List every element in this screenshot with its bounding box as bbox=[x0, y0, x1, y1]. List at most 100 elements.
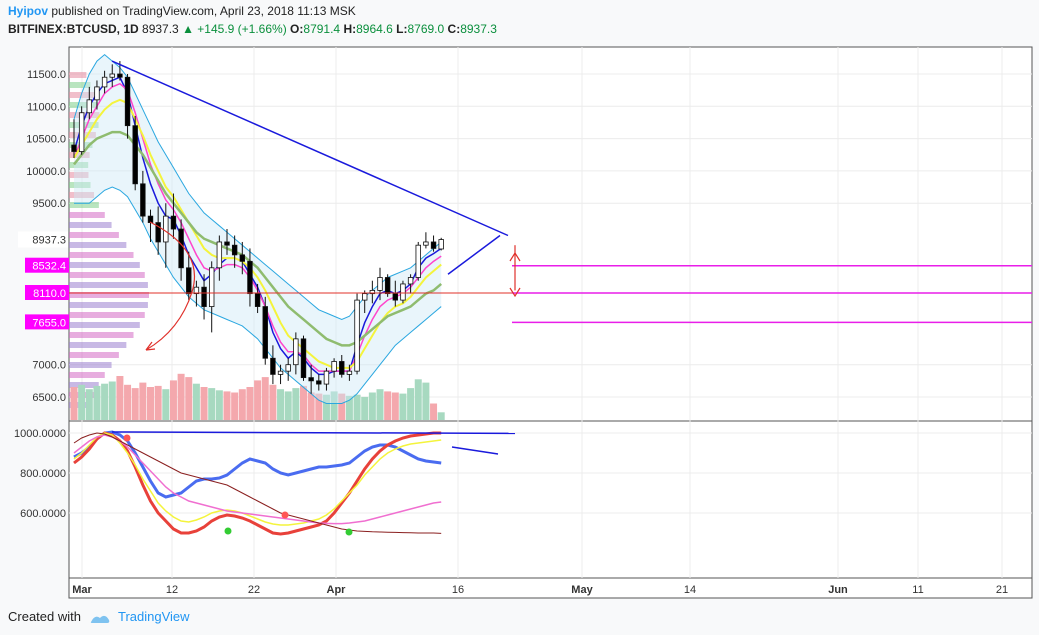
volume-bar bbox=[147, 387, 154, 420]
volume-bar bbox=[437, 412, 445, 420]
volume-bar bbox=[368, 392, 376, 420]
up-arrow-icon: ▲ bbox=[182, 22, 194, 36]
candle-body bbox=[231, 244, 238, 256]
time-tick-label: May bbox=[571, 584, 593, 596]
high-label: H: bbox=[343, 22, 357, 36]
open-value: 8791.4 bbox=[303, 22, 341, 36]
volume-bar bbox=[338, 393, 346, 420]
volume-bar bbox=[246, 387, 254, 420]
candle-body bbox=[186, 267, 192, 295]
signal-dot bbox=[345, 528, 353, 536]
volume-bar bbox=[284, 391, 292, 420]
volume-profile-bar bbox=[69, 202, 99, 208]
oscillator-line-2 bbox=[73, 432, 442, 526]
signal-dot bbox=[281, 511, 289, 519]
time-tick-label: 21 bbox=[996, 584, 1008, 596]
candle-body bbox=[423, 241, 429, 246]
candle-body bbox=[392, 293, 398, 301]
time-tick-label: 22 bbox=[248, 584, 260, 596]
volume-bar bbox=[200, 387, 208, 420]
arrow-curve bbox=[145, 221, 196, 351]
volume-bar bbox=[315, 393, 323, 420]
volume-bars bbox=[69, 72, 445, 420]
candle-body bbox=[155, 222, 161, 243]
volume-bar bbox=[93, 385, 101, 420]
tradingview-logo-icon bbox=[89, 612, 111, 624]
price-tick-label: 11500.0 bbox=[27, 69, 66, 81]
level-label-box bbox=[25, 314, 69, 330]
candle-body bbox=[346, 370, 353, 375]
volume-bar bbox=[345, 395, 353, 420]
volume-profile-bar bbox=[69, 372, 105, 378]
candle-body bbox=[316, 380, 322, 385]
price-tick-label: 9500.0 bbox=[32, 198, 66, 210]
candle-body bbox=[285, 364, 291, 372]
volume-profile-bar bbox=[69, 322, 140, 328]
candle-body bbox=[254, 293, 261, 307]
candle-body bbox=[208, 267, 215, 307]
volume-bar bbox=[116, 376, 124, 420]
osc-tick-label: 1000.0000 bbox=[14, 428, 66, 440]
volume-bar bbox=[422, 382, 430, 420]
volume-bar bbox=[101, 383, 109, 420]
level-label-box bbox=[25, 284, 69, 300]
candle-body bbox=[430, 241, 437, 249]
price-chart[interactable]: 11500.0 11000.0 10500.0 10000.0 9500.0 7000.0… bbox=[0, 0, 1039, 600]
volume-profile-bar bbox=[69, 352, 119, 358]
volume-bar bbox=[192, 383, 200, 420]
publish-info: Hyipov published on TradingView.com, Apr… bbox=[8, 4, 356, 18]
candle-body bbox=[170, 215, 177, 230]
candle-body bbox=[124, 76, 131, 127]
volume-bar bbox=[154, 385, 162, 420]
volume-bar bbox=[361, 396, 369, 420]
volume-bar bbox=[292, 388, 300, 420]
volume-profile-bar bbox=[69, 282, 148, 288]
oscillator-line-0 bbox=[73, 430, 442, 499]
volume-profile-bar bbox=[69, 242, 127, 248]
candle-body bbox=[193, 286, 200, 295]
price-tick-label: 10000.0 bbox=[26, 166, 66, 178]
candle-body bbox=[71, 144, 77, 152]
candle-body bbox=[293, 338, 299, 366]
signal-dot bbox=[123, 434, 131, 442]
candle-body bbox=[400, 283, 406, 301]
candle-body bbox=[300, 338, 307, 379]
author-name[interactable]: Hyipov bbox=[8, 4, 49, 18]
volume-bar bbox=[353, 394, 361, 420]
time-tick-label: Mar bbox=[72, 584, 92, 596]
volume-bar bbox=[223, 391, 231, 420]
ohlc-legend: BITFINEX:BTCUSD, 1D 8937.3 ▲ +145.9 (+1.… bbox=[8, 22, 497, 36]
created-with-text: Created with bbox=[8, 609, 81, 624]
volume-profile-bar bbox=[69, 162, 89, 168]
candle-body bbox=[384, 277, 391, 295]
volume-profile-bar bbox=[69, 252, 134, 258]
candle-body bbox=[270, 357, 276, 375]
price-change: +145.9 (+1.66%) bbox=[197, 22, 287, 36]
volume-bar bbox=[430, 403, 438, 420]
osc-trendline bbox=[451, 446, 499, 455]
volume-bar bbox=[124, 384, 132, 420]
low-label: L: bbox=[396, 22, 408, 36]
time-axis: Mar 12 22 Apr 16 May 14 Jun 11 21 bbox=[72, 584, 1008, 596]
candle-body bbox=[247, 260, 253, 295]
price-tick-label: 11000.0 bbox=[27, 101, 66, 113]
candle-body bbox=[101, 76, 108, 88]
candle-body bbox=[377, 277, 383, 291]
volume-profile-bar bbox=[69, 182, 91, 188]
candle-body bbox=[331, 361, 337, 372]
time-tick-label: 11 bbox=[912, 584, 923, 596]
tradingview-link[interactable]: TradingView bbox=[118, 609, 190, 624]
range-arrow-head bbox=[509, 251, 521, 298]
open-label: O: bbox=[290, 22, 304, 36]
candle-body bbox=[201, 286, 207, 307]
level-label-box bbox=[25, 257, 69, 273]
oscillator-line-4 bbox=[73, 432, 442, 534]
trendline bbox=[111, 60, 509, 237]
volume-bar bbox=[330, 391, 338, 420]
grid bbox=[69, 47, 1032, 578]
signal-dot bbox=[224, 527, 232, 535]
osc-tick-label: 600.0000 bbox=[20, 508, 66, 520]
candle-body bbox=[438, 239, 444, 250]
volume-bar bbox=[177, 373, 185, 420]
volume-profile-bar bbox=[69, 302, 148, 308]
